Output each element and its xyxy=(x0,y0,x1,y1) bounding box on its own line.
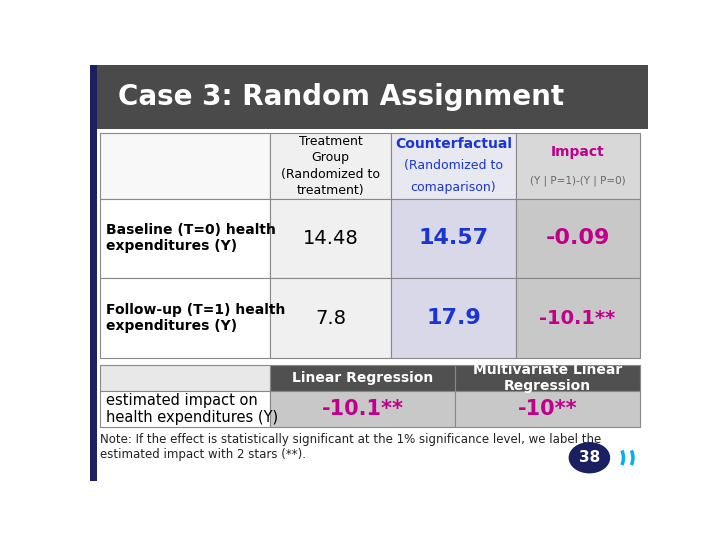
Bar xyxy=(100,199,270,278)
Bar xyxy=(516,199,639,278)
Text: Linear Regression: Linear Regression xyxy=(292,372,433,385)
Text: treatment): treatment) xyxy=(297,184,364,197)
Bar xyxy=(270,199,392,278)
Text: Follow-up (T=1) health
expenditures (Y): Follow-up (T=1) health expenditures (Y) xyxy=(106,303,285,333)
Text: (Randomized to: (Randomized to xyxy=(282,167,380,180)
Bar xyxy=(96,65,648,129)
Text: 7.8: 7.8 xyxy=(315,308,346,328)
Bar xyxy=(100,278,270,358)
Text: estimated impact on
health expenditures (Y): estimated impact on health expenditures … xyxy=(106,393,278,425)
Bar xyxy=(270,278,392,358)
Bar xyxy=(455,366,639,391)
Text: -0.09: -0.09 xyxy=(545,228,610,248)
Bar xyxy=(270,391,455,427)
Text: (Randomized to: (Randomized to xyxy=(404,159,503,172)
Bar xyxy=(392,278,516,358)
Text: Treatment: Treatment xyxy=(299,135,363,148)
Text: Counterfactual: Counterfactual xyxy=(395,137,512,151)
Bar xyxy=(516,133,639,199)
Text: Impact: Impact xyxy=(551,145,605,159)
Text: -10**: -10** xyxy=(518,399,577,419)
Bar xyxy=(100,133,270,199)
Bar xyxy=(100,391,270,427)
Circle shape xyxy=(570,443,610,472)
Text: comaparison): comaparison) xyxy=(410,181,496,194)
Text: (Y | P=1)-(Y | P=0): (Y | P=1)-(Y | P=0) xyxy=(530,175,626,186)
Bar xyxy=(392,199,516,278)
Text: Group: Group xyxy=(312,151,350,164)
Bar xyxy=(392,133,516,199)
Text: 14.48: 14.48 xyxy=(303,229,359,248)
Text: 17.9: 17.9 xyxy=(426,308,481,328)
Text: Case 3: Random Assignment: Case 3: Random Assignment xyxy=(118,83,564,111)
Bar xyxy=(270,366,455,391)
Text: Multivariate Linear
Regression: Multivariate Linear Regression xyxy=(472,363,622,393)
Bar xyxy=(270,133,392,199)
Bar xyxy=(516,278,639,358)
Text: Baseline (T=0) health
expenditures (Y): Baseline (T=0) health expenditures (Y) xyxy=(106,223,276,253)
Text: 14.57: 14.57 xyxy=(418,228,489,248)
Bar xyxy=(455,391,639,427)
Text: 38: 38 xyxy=(579,450,600,465)
Bar xyxy=(100,366,270,391)
Text: -10.1**: -10.1** xyxy=(321,399,403,419)
Text: Note: If the effect is statistically significant at the 1% significance level, w: Note: If the effect is statistically sig… xyxy=(100,433,601,461)
Text: -10.1**: -10.1** xyxy=(539,308,616,328)
Bar xyxy=(90,65,96,481)
